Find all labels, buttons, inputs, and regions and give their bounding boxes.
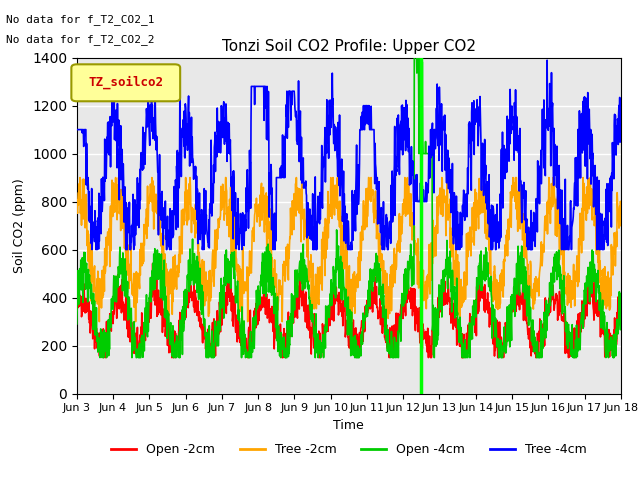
Y-axis label: Soil CO2 (ppm): Soil CO2 (ppm) — [13, 178, 26, 273]
Title: Tonzi Soil CO2 Profile: Upper CO2: Tonzi Soil CO2 Profile: Upper CO2 — [222, 39, 476, 54]
Text: TZ_soilco2: TZ_soilco2 — [88, 76, 163, 89]
X-axis label: Time: Time — [333, 419, 364, 432]
FancyBboxPatch shape — [72, 64, 180, 101]
Text: No data for f_T2_CO2_2: No data for f_T2_CO2_2 — [6, 34, 155, 45]
Legend: Open -2cm, Tree -2cm, Open -4cm, Tree -4cm: Open -2cm, Tree -2cm, Open -4cm, Tree -4… — [106, 438, 592, 461]
Text: No data for f_T2_CO2_1: No data for f_T2_CO2_1 — [6, 14, 155, 25]
